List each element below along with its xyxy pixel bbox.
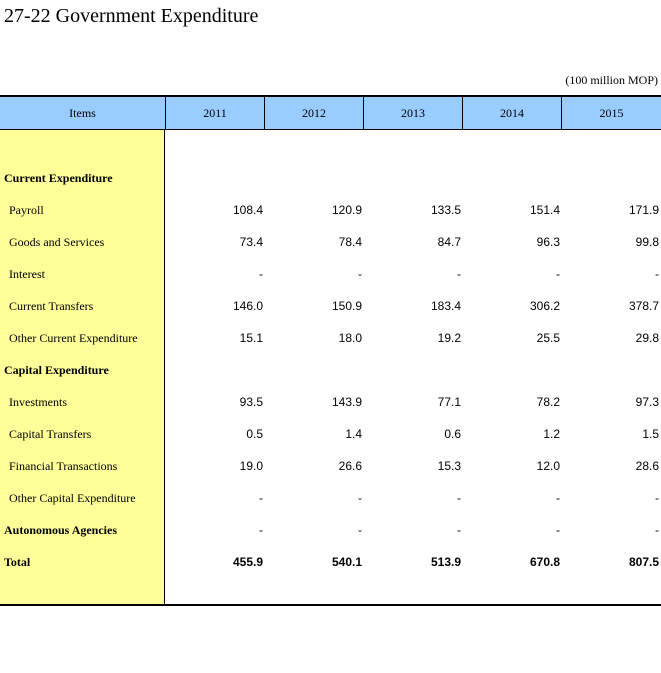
cell-value: - [556,491,560,505]
cell-value: 15.3 [437,459,461,473]
row-label: Other Capital Expenditure [9,491,136,505]
cell-value: 19.2 [437,331,461,345]
cell-value: - [655,267,659,281]
cell-value: 99.8 [635,235,659,249]
cell-value: - [655,523,659,537]
cell-value: 19.0 [239,459,263,473]
row-label: Financial Transactions [9,459,118,473]
cell-value: 1.5 [642,427,659,441]
cell-value: 133.5 [430,203,461,217]
expenditure-table: Items 2011 2012 2013 2014 2015 Current E… [0,95,661,606]
table-row: Autonomous Agencies - - - - - [0,514,661,546]
cell-value: - [655,491,659,505]
row-label: Capital Transfers [9,427,92,441]
cell-value: - [358,491,362,505]
row-label: Total [4,555,31,569]
table-row: Other Capital Expenditure - - - - - [0,482,661,514]
header-items: Items [69,106,96,120]
table-row: Financial Transactions 19.0 26.6 15.3 12.0 28… [0,450,661,482]
cell-value: - [358,267,362,281]
cell-value: 171.9 [628,203,659,217]
cell-value: - [556,267,560,281]
cell-value: 120.9 [331,203,362,217]
table-row: Total 455.9 540.1 513.9 670.8 807.5 [0,546,661,578]
table-row: Interest - - - - - [0,258,661,290]
row-label: Goods and Services [9,235,105,249]
cell-value: 26.6 [338,459,362,473]
cell-value: 78.2 [536,395,560,409]
cell-value: - [457,267,461,281]
header-year-2014: 2014 [462,97,561,129]
row-label: Interest [9,267,45,281]
cell-value: 0.5 [246,427,263,441]
page-title: 27-22 Government Expenditure [4,5,259,27]
row-label: Autonomous Agencies [4,523,118,537]
cell-value: 670.8 [529,555,560,569]
table-row: Capital Expenditure [0,354,661,386]
cell-value: 73.4 [239,235,263,249]
table-row: Other Current Expenditure 15.1 18.0 19.2 25.… [0,322,661,354]
cell-value: 108.4 [232,203,263,217]
cell-value: 84.7 [437,235,461,249]
cell-value: 306.2 [529,299,560,313]
cell-value: 0.6 [444,427,461,441]
table-row: Current Transfers 146.0 150.9 183.4 306.2 378… [0,290,661,322]
header-year-2011: 2011 [165,97,264,129]
cell-value: 28.6 [635,459,659,473]
table-row: Capital Transfers 0.5 1.4 0.6 1.2 1.5 [0,418,661,450]
row-label: Current Expenditure [4,171,113,185]
cell-value: 146.0 [232,299,263,313]
cell-value: 18.0 [338,331,362,345]
header-year-2013: 2013 [363,97,462,129]
cell-value: 15.1 [239,331,263,345]
cell-value: 93.5 [239,395,263,409]
cell-value: 1.2 [543,427,560,441]
table-row: Goods and Services 73.4 78.4 84.7 96.3 99.8 [0,226,661,258]
cell-value: 12.0 [536,459,560,473]
cell-value: 540.1 [331,555,362,569]
row-label: Other Current Expenditure [9,331,138,345]
cell-value: 97.3 [635,395,659,409]
cell-value: 77.1 [437,395,461,409]
unit-label: (100 million MOP) [565,73,658,87]
cell-value: - [556,523,560,537]
items-column [0,130,165,604]
cell-value: 513.9 [430,555,461,569]
cell-value: 150.9 [331,299,362,313]
cell-value: - [259,491,263,505]
row-label: Current Transfers [9,299,94,313]
row-label: Capital Expenditure [4,363,109,377]
header-year-2015: 2015 [561,97,661,129]
cell-value: 183.4 [430,299,461,313]
cell-value: - [457,523,461,537]
table-row: Current Expenditure [0,162,661,194]
cell-value: 378.7 [628,299,659,313]
cell-value: 78.4 [338,235,362,249]
cell-value: 96.3 [536,235,560,249]
cell-value: - [457,491,461,505]
cell-value: - [259,523,263,537]
cell-value: 455.9 [232,555,263,569]
cell-value: - [358,523,362,537]
cell-value: 1.4 [345,427,362,441]
header-year-2012: 2012 [264,97,363,129]
cell-value: 25.5 [536,331,560,345]
cell-value: 29.8 [635,331,659,345]
row-label: Payroll [9,203,44,217]
table-header: Items 2011 2012 2013 2014 2015 [0,97,661,130]
row-label: Investments [9,395,67,409]
cell-value: - [259,267,263,281]
table-row: Investments 93.5 143.9 77.1 78.2 97.3 [0,386,661,418]
cell-value: 143.9 [331,395,362,409]
table-row: Payroll 108.4 120.9 133.5 151.4 171.9 [0,194,661,226]
cell-value: 807.5 [628,555,659,569]
cell-value: 151.4 [529,203,560,217]
